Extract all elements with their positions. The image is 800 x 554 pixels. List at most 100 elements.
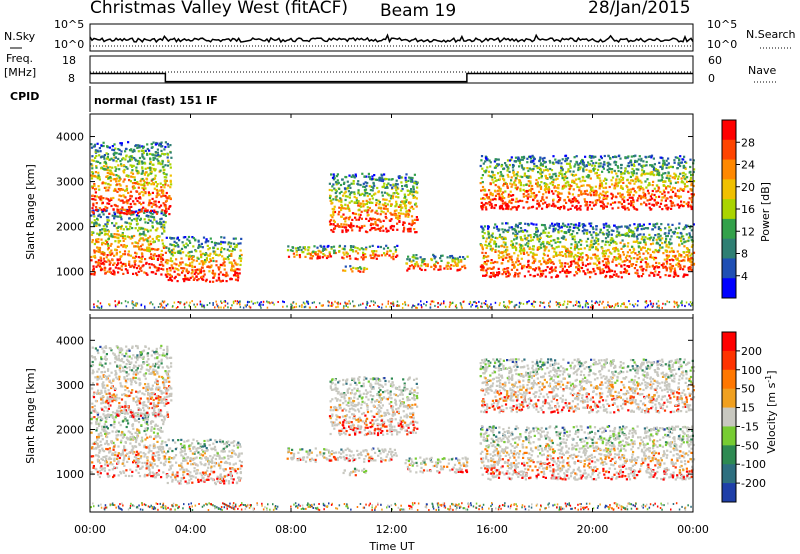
scatter-pixel: [556, 200, 559, 203]
scatter-pixel: [662, 162, 665, 165]
scatter-pixel: [432, 253, 435, 256]
scatter-pixel: [646, 189, 650, 192]
scatter-pixel: [626, 265, 629, 268]
scatter-pixel: [186, 244, 189, 247]
scatter-pixel: [133, 260, 136, 263]
scatter-pixel: [234, 261, 237, 264]
scatter-pixel: [147, 218, 150, 221]
scatter-pixel: [117, 245, 120, 248]
scatter-pixel: [505, 207, 508, 210]
scatter-pixel: [132, 164, 135, 167]
scatter-pixel: [626, 251, 629, 254]
scatter-pixel: [494, 194, 498, 197]
scatter-pixel: [563, 271, 567, 274]
scatter-pixel: [160, 249, 163, 252]
scatter-pixel: [218, 266, 221, 269]
scatter-pixel: [151, 182, 154, 185]
scatter-pixel: [618, 154, 621, 157]
scatter-pixel: [497, 229, 500, 232]
scatter-pixel: [592, 204, 596, 207]
scatter-pixel: [577, 194, 580, 197]
scatter-pixel: [525, 201, 528, 204]
scatter-pixel: [90, 233, 94, 236]
scatter-pixel: [569, 229, 572, 232]
scatter-pixel: [660, 156, 663, 159]
scatter-pixel: [167, 184, 170, 187]
scatter-pixel: [602, 206, 605, 209]
scatter-pixel: [148, 211, 151, 214]
scatter-pixel: [502, 179, 506, 182]
scatter-pixel: [637, 242, 640, 245]
scatter-pixel: [111, 148, 114, 151]
scatter-pixel: [97, 259, 100, 262]
scatter-pixel: [375, 209, 378, 212]
scatter-pixel: [570, 253, 573, 256]
scatter-pixel: [383, 191, 387, 194]
scatter-pixel: [105, 157, 109, 160]
scatter-pixel: [456, 269, 459, 272]
scatter-pixel: [227, 241, 230, 244]
scatter-pixel: [395, 216, 398, 219]
scatter-pixel: [683, 155, 686, 158]
scatter-pixel: [236, 263, 239, 266]
scatter-pixel: [630, 263, 633, 266]
scatter-pixel: [553, 247, 556, 250]
scatter-pixel: [635, 264, 638, 267]
scatter-pixel: [354, 216, 357, 219]
scatter-pixel: [98, 154, 101, 157]
scatter-pixel: [579, 166, 582, 169]
scatter-pixel: [169, 236, 172, 239]
scatter-pixel: [503, 267, 506, 271]
scatter-pixel: [595, 237, 598, 240]
scatter-pixel: [529, 157, 532, 160]
scatter-pixel: [139, 256, 142, 259]
scatter-pixel: [563, 206, 566, 209]
scatter-pixel: [653, 187, 656, 190]
scatter-pixel: [355, 225, 358, 228]
scatter-pixel: [535, 182, 538, 185]
scatter-pixel: [123, 168, 126, 171]
scatter-pixel: [160, 253, 163, 256]
scatter-pixel: [415, 181, 418, 184]
scatter-pixel: [650, 156, 653, 159]
scatter-pixel: [155, 188, 158, 192]
scatter-pixel: [371, 217, 374, 221]
scatter-pixel: [361, 172, 364, 175]
scatter-pixel: [496, 158, 499, 161]
scatter-pixel: [115, 233, 118, 236]
scatter-pixel: [677, 274, 680, 278]
scatter-pixel: [503, 245, 506, 249]
scatter-pixel: [143, 218, 146, 221]
scatter-pixel: [362, 258, 365, 261]
scatter-pixel: [161, 160, 164, 163]
scatter-pixel: [654, 169, 658, 172]
scatter-pixel: [614, 249, 617, 252]
scatter-pixel: [587, 161, 590, 164]
scatter-pixel: [516, 174, 519, 177]
scatter-pixel: [198, 243, 201, 246]
scatter-pixel: [599, 155, 603, 158]
scatter-pixel: [119, 211, 122, 214]
scatter-pixel: [335, 190, 338, 193]
scatter-pixel: [118, 194, 121, 197]
scatter-pixel: [580, 247, 583, 250]
scatter-pixel: [180, 247, 184, 250]
scatter-pixel: [98, 246, 102, 250]
scatter-pixel: [669, 270, 672, 273]
scatter-pixel: [499, 171, 502, 174]
scatter-pixel: [679, 264, 682, 267]
scatter-pixel: [607, 231, 611, 234]
scatter-pixel: [670, 235, 673, 238]
scatter-pixel: [211, 269, 215, 272]
scatter-pixel: [395, 255, 398, 258]
scatter-pixel: [634, 177, 637, 180]
scatter-pixel: [485, 269, 488, 272]
scatter-pixel: [606, 194, 609, 198]
scatter-pixel: [114, 204, 117, 207]
scatter-pixel: [662, 262, 665, 265]
scatter-pixel: [601, 268, 604, 271]
scatter-pixel: [375, 250, 378, 253]
scatter-pixel: [154, 272, 157, 275]
scatter-pixel: [378, 227, 381, 230]
scatter-pixel: [641, 166, 644, 169]
